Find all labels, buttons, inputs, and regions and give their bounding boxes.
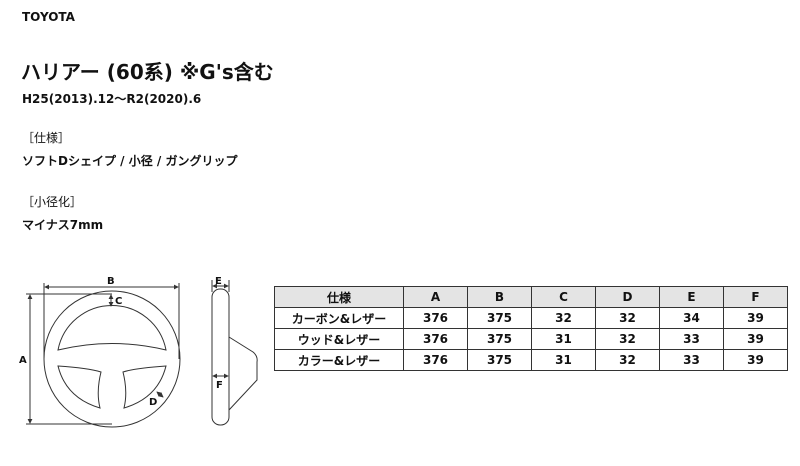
cell-spec: ウッド&レザー: [274, 328, 404, 350]
cell-d: 32: [595, 349, 660, 371]
cell-a: 376: [403, 328, 468, 350]
cell-d: 32: [595, 307, 660, 329]
header-b: B: [467, 286, 532, 308]
cell-f: 39: [723, 328, 788, 350]
cell-f: 39: [723, 349, 788, 371]
spec-heading: ［仕様］: [22, 131, 71, 145]
label-b: B: [107, 276, 115, 287]
label-d: D: [149, 397, 157, 408]
model-years: H25(2013).12～R2(2020).6: [22, 92, 202, 106]
spec-value: ソフトDシェイプ / 小径 / ガングリップ: [22, 154, 238, 168]
header-c: C: [531, 286, 596, 308]
label-e: E: [215, 276, 222, 287]
label-f: F: [216, 380, 223, 391]
table-header-row: 仕様 A B C D E F: [274, 286, 788, 308]
label-a: A: [19, 355, 27, 366]
maker-name: TOYOTA: [22, 10, 75, 24]
steering-wheel-diagram: A B C D E F: [19, 276, 258, 428]
wheel-front-view: [43, 290, 181, 428]
cell-spec: カーボン&レザー: [274, 307, 404, 329]
table-row: カラー&レザー 376 375 31 32 33 39: [274, 349, 788, 371]
cell-e: 33: [659, 349, 724, 371]
header-e: E: [659, 286, 724, 308]
header-a: A: [403, 286, 468, 308]
wheel-side-view: [211, 280, 258, 426]
cell-a: 376: [403, 349, 468, 371]
reduction-heading: ［小径化］: [22, 195, 83, 209]
cell-spec: カラー&レザー: [274, 349, 404, 371]
dimension-lines: [26, 283, 180, 425]
cell-e: 34: [659, 307, 724, 329]
header-f: F: [723, 286, 788, 308]
header-d: D: [595, 286, 660, 308]
reduction-value: マイナス7mm: [22, 218, 104, 232]
cell-a: 376: [403, 307, 468, 329]
label-c: C: [115, 296, 122, 307]
cell-c: 31: [531, 328, 596, 350]
table-row: ウッド&レザー 376 375 31 32 33 39: [274, 328, 788, 350]
cell-b: 375: [467, 349, 532, 371]
dimension-table: 仕様 A B C D E F カーボン&レザー 376 375 32 32 34 39 ウッ…: [274, 286, 788, 371]
header-spec: 仕様: [274, 286, 404, 308]
cell-b: 375: [467, 328, 532, 350]
cell-e: 33: [659, 328, 724, 350]
page-title: ハリアー (60系) ※G's含む: [21, 60, 274, 84]
cell-d: 32: [595, 328, 660, 350]
cell-f: 39: [723, 307, 788, 329]
table-row: カーボン&レザー 376 375 32 32 34 39: [274, 307, 788, 329]
cell-b: 375: [467, 307, 532, 329]
cell-c: 32: [531, 307, 596, 329]
cell-c: 31: [531, 349, 596, 371]
